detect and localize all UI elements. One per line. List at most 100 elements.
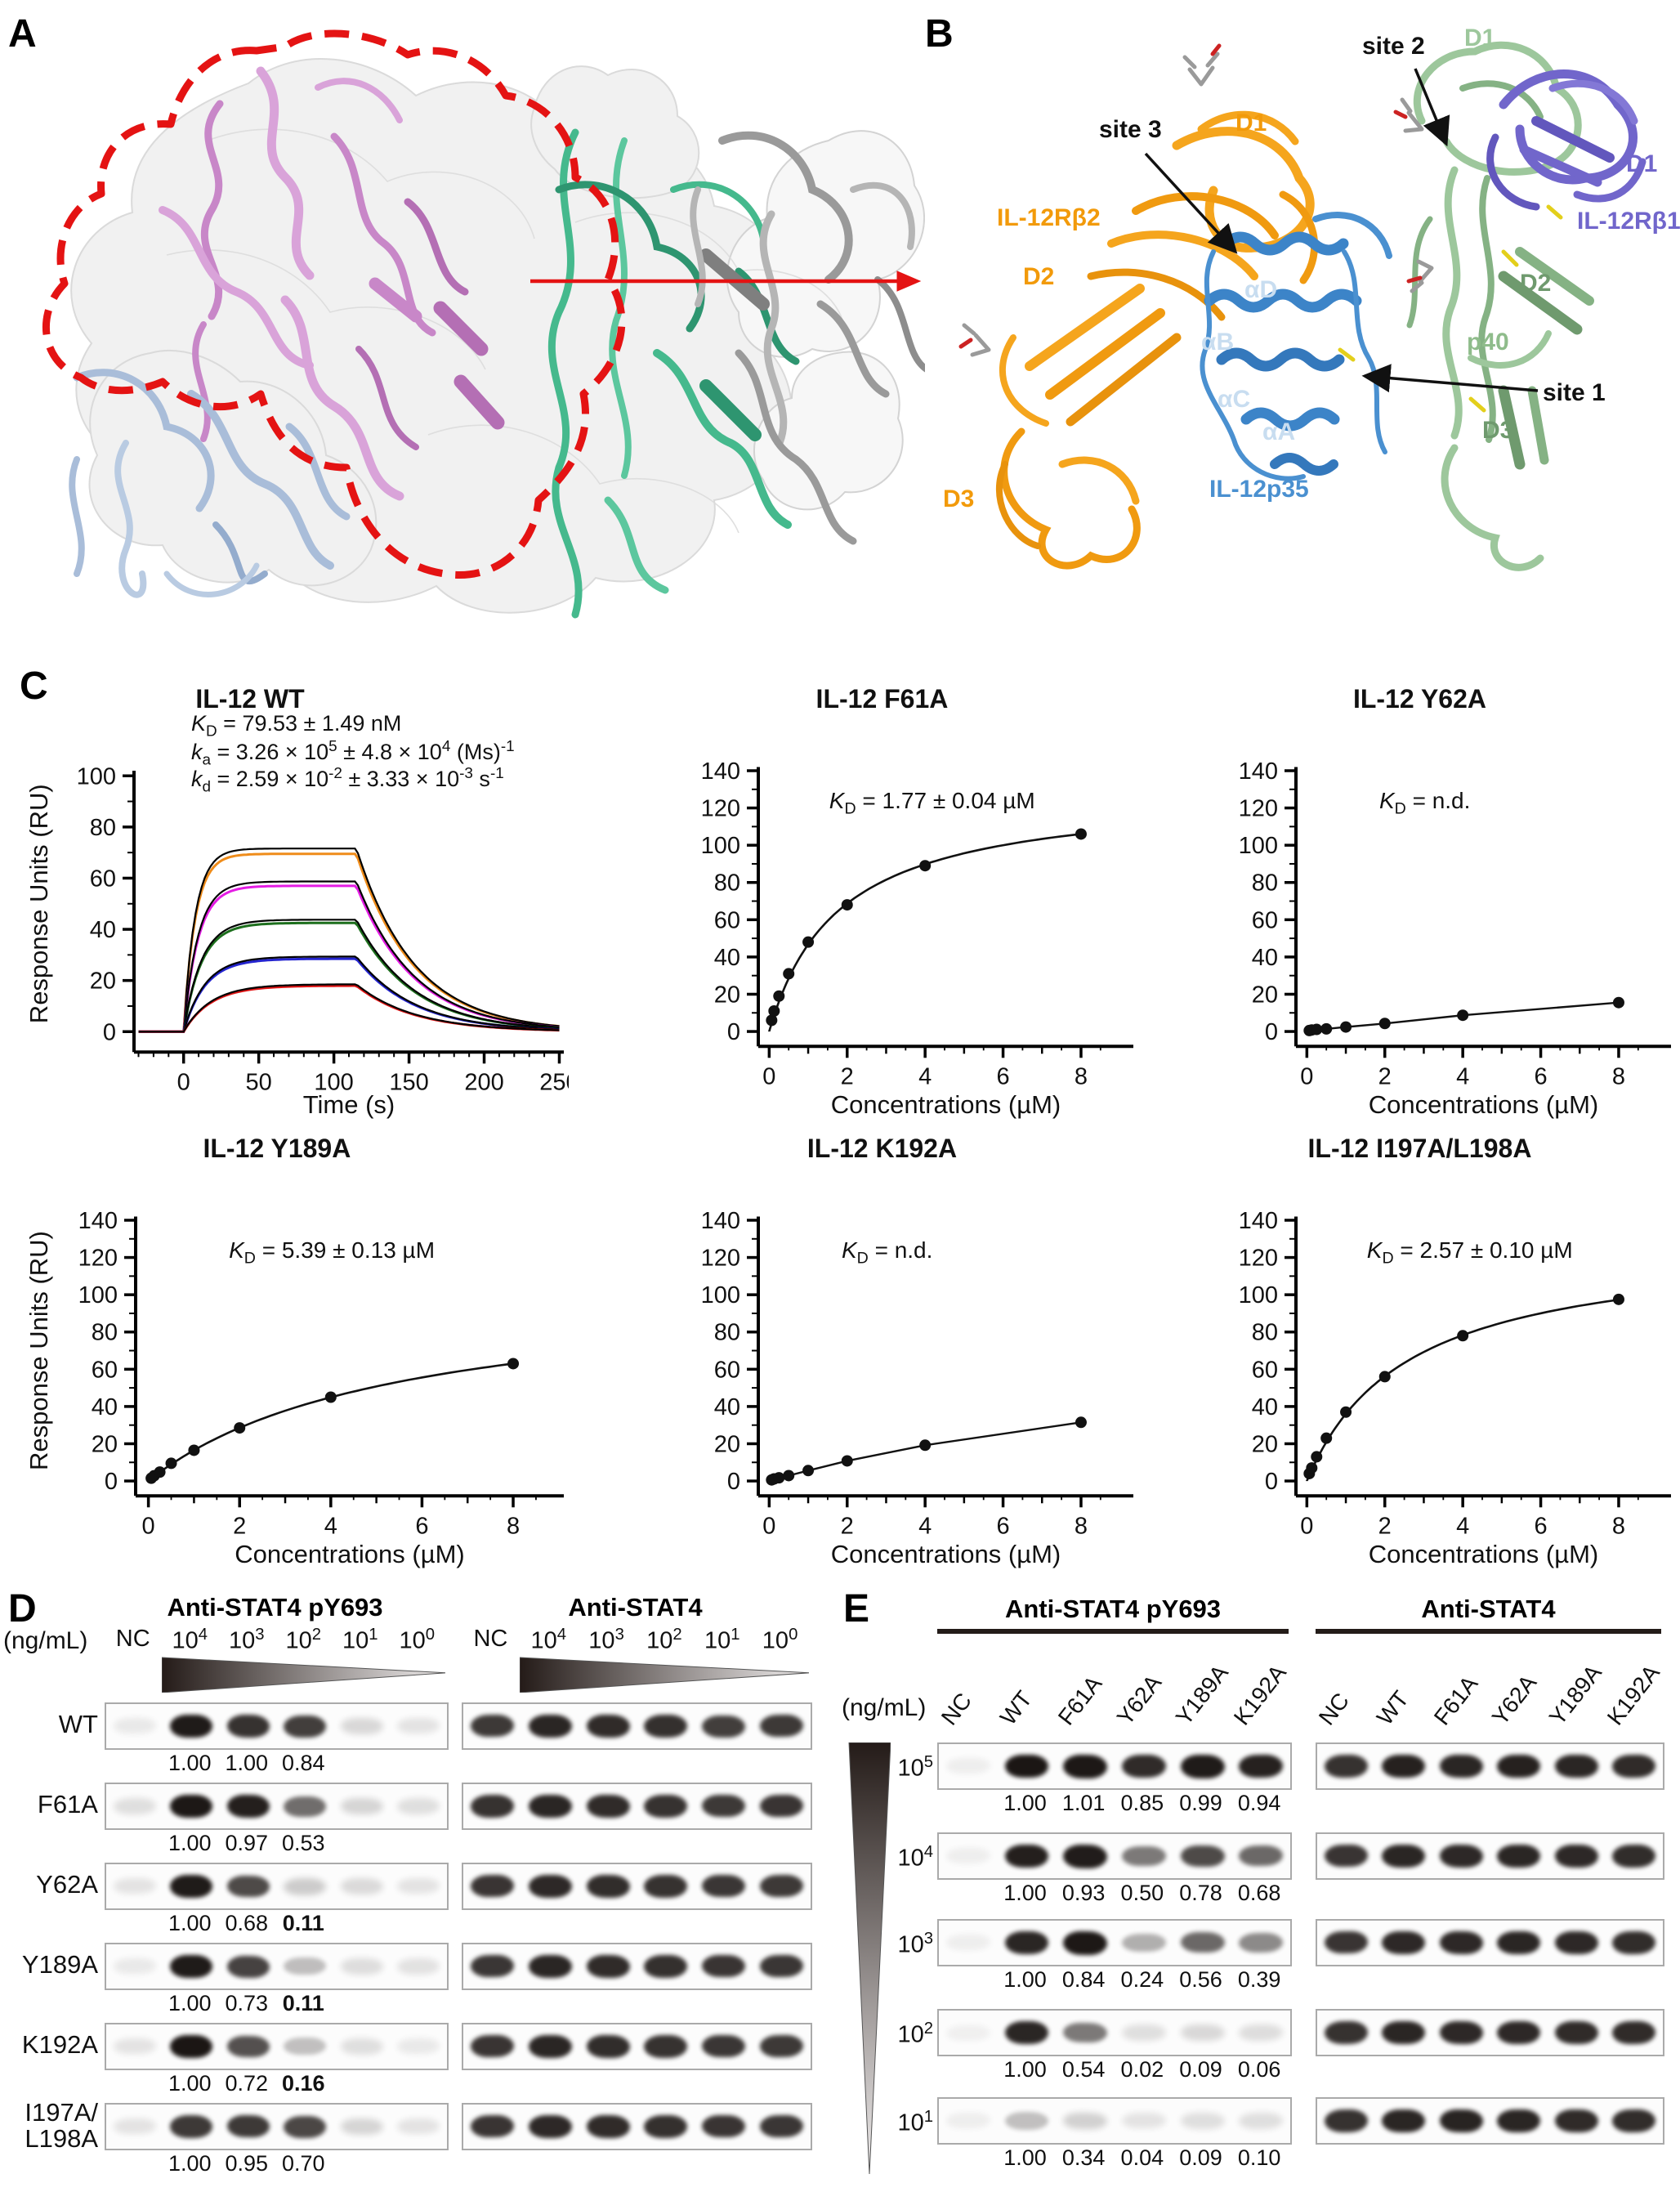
band-ratio: 1.00 <box>1003 2057 1047 2082</box>
tick-label: 8 <box>507 1513 520 1539</box>
blot-band <box>284 1877 327 1895</box>
annotation-label-p40: p40 <box>1467 329 1509 356</box>
tick-label: 100 <box>701 1282 740 1308</box>
blot-band <box>1239 2112 1284 2130</box>
blot-band <box>1497 2109 1541 2133</box>
blot-band <box>945 1758 990 1774</box>
blot-band <box>1063 1930 1108 1955</box>
kinetics-text-line: KD = 79.53 ± 1.49 nM <box>191 711 402 740</box>
conc-label: 102 <box>897 2020 933 2048</box>
blot-band <box>1324 2109 1368 2133</box>
blot-band <box>170 2034 213 2059</box>
band-ratio: 0.24 <box>1120 1967 1164 1992</box>
data-point <box>919 860 932 872</box>
py693-blot-4 <box>937 2097 1292 2145</box>
stat4-blot-0 <box>462 1702 812 1750</box>
tick-label: 150 <box>389 1069 428 1095</box>
annotation-label-aC: αC <box>1218 386 1250 413</box>
tick-label: 40 <box>1252 945 1278 971</box>
tick-label: 6 <box>996 1513 1009 1539</box>
blot-band <box>170 1874 213 1899</box>
blot-band <box>702 2115 746 2138</box>
blot-band <box>1612 1754 1656 1778</box>
blot-band <box>1121 2113 1166 2129</box>
tick-label: 80 <box>714 1320 740 1346</box>
blot-band <box>226 1794 270 1818</box>
tick-label: 60 <box>92 1357 118 1383</box>
blot-band <box>340 1957 383 1975</box>
x-axis-label: Concentrations (µM) <box>1369 1090 1598 1119</box>
annotation-label-site1: site 1 <box>1543 379 1606 406</box>
data-point <box>773 990 785 1002</box>
blot-band <box>1324 1930 1368 1955</box>
tick-label: 2 <box>1378 1513 1392 1539</box>
blot-band <box>644 2034 688 2058</box>
conc-label: 103 <box>897 1930 933 1958</box>
blot-band <box>113 1957 156 1975</box>
fit-curve <box>1306 1298 1620 1482</box>
tick-label: 6 <box>415 1513 428 1539</box>
y-axis-label: Response Units (RU) <box>25 784 53 1023</box>
blot-band <box>226 1955 270 1978</box>
data-point <box>802 1465 815 1477</box>
tick-label: 100 <box>78 1282 118 1308</box>
blot-band <box>702 1875 746 1898</box>
blot-band <box>702 2035 746 2058</box>
chart-title: IL-12 WT <box>195 684 305 714</box>
rotated-lane-label: Y62A <box>1486 1670 1542 1730</box>
tick-label: 20 <box>714 982 740 1008</box>
y-axis-label: Response Units (RU) <box>25 1231 53 1470</box>
binding-curve-i197a-l198a: 0 20 40 60 80 100 120 140 0 2 4 6 8 IL-12 I197A/L198A… <box>1142 1121 1680 1584</box>
blot-band <box>397 1877 440 1895</box>
tick-label: 40 <box>714 945 740 971</box>
band-ratio: 0.70 <box>281 2151 325 2176</box>
band-ratio: 0.09 <box>1179 2057 1222 2082</box>
tick-label: 40 <box>714 1394 740 1420</box>
blot-band <box>1004 1844 1049 1868</box>
tick-label: 120 <box>78 1246 118 1272</box>
data-point <box>1075 1416 1087 1429</box>
band-ratio: 0.02 <box>1120 2057 1164 2082</box>
annotation-arrow-site1 <box>1361 364 1539 393</box>
blot-band <box>1239 1754 1284 1778</box>
tick-label: 0 <box>142 1513 155 1539</box>
band-ratio: 0.99 <box>1179 1791 1222 1815</box>
tick-label: 8 <box>1612 1063 1625 1089</box>
tick-label: 4 <box>324 1513 337 1539</box>
blot-band <box>170 2115 213 2138</box>
tick-label: 20 <box>1252 982 1278 1008</box>
blot-band <box>1612 1844 1656 1868</box>
band-ratio: 1.00 <box>168 1751 212 1775</box>
tick-label: 100 <box>701 833 740 859</box>
blot-band <box>470 1794 515 1818</box>
blot-band <box>1121 1754 1166 1778</box>
blot-band <box>113 1877 156 1895</box>
lane-header: 103 <box>228 1626 265 1654</box>
chart-title: IL-12 F61A <box>816 684 949 714</box>
blot-band <box>945 1848 990 1864</box>
blot-band <box>1180 2112 1225 2130</box>
stat4-blot-1 <box>462 1783 812 1830</box>
tick-label: 120 <box>701 796 740 822</box>
data-point <box>188 1444 200 1456</box>
blot-band <box>1324 1844 1368 1868</box>
sensorgram-fit-0 <box>138 848 560 1033</box>
band-ratio: 0.34 <box>1061 2145 1106 2170</box>
blot-band <box>702 1715 746 1738</box>
sensorgram-fit-2 <box>138 919 560 1033</box>
blot-band <box>1180 2024 1225 2042</box>
blot-band <box>1497 2020 1541 2045</box>
blot-band <box>284 1715 327 1738</box>
blot-band <box>170 1954 213 1979</box>
antibody-title: Anti-STAT4 <box>568 1593 703 1622</box>
fit-curve <box>147 1362 514 1483</box>
blot-band <box>1497 1930 1541 1955</box>
band-ratio: 0.10 <box>1237 2145 1281 2170</box>
tick-label: 0 <box>1265 1469 1278 1495</box>
tick-label: 0 <box>727 1019 740 1045</box>
annotation-label-d1-green: D1 <box>1464 25 1495 51</box>
data-point <box>165 1457 177 1470</box>
band-ratio: 1.00 <box>1003 1967 1047 1992</box>
blot-band <box>340 2118 383 2136</box>
